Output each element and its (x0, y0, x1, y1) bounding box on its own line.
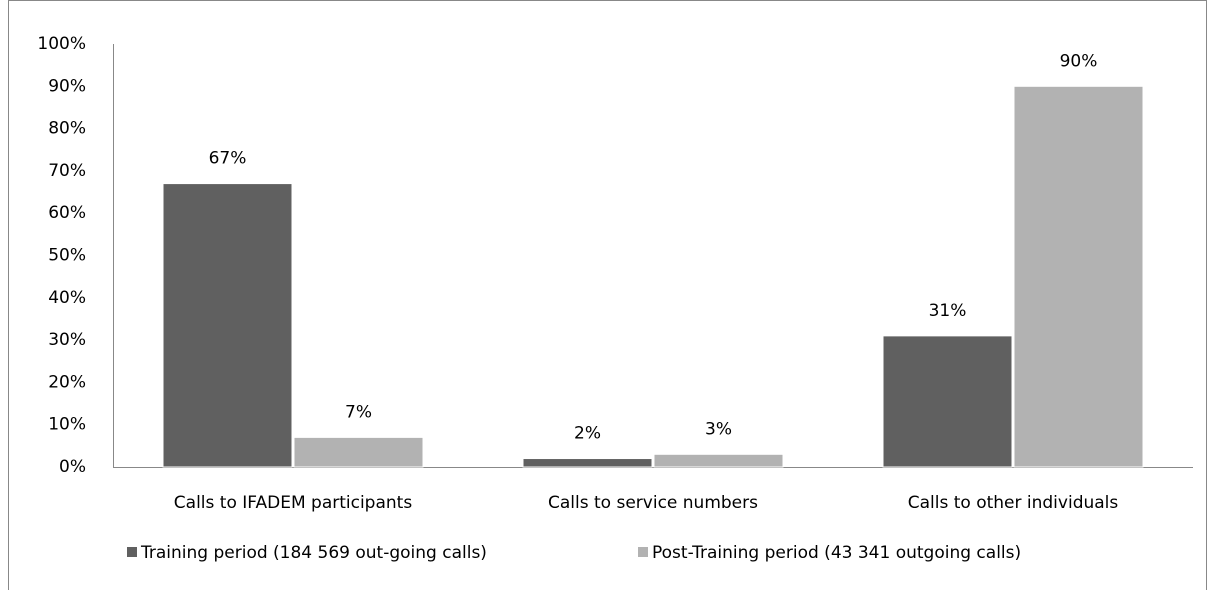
y-tick-label: 60% (48, 203, 86, 223)
data-label: 7% (345, 402, 372, 422)
bar (293, 436, 424, 468)
y-tick-label: 30% (48, 330, 86, 350)
y-tick-label: 100% (37, 34, 86, 54)
data-label: 90% (1060, 51, 1098, 71)
legend-swatch (638, 547, 648, 557)
bar (882, 335, 1013, 468)
y-tick-label: 40% (48, 288, 86, 308)
y-tick-label: 90% (48, 76, 86, 96)
bar (653, 453, 784, 468)
y-tick-label: 10% (48, 415, 86, 435)
y-tick-label: 20% (48, 372, 86, 392)
x-tick-label: Calls to service numbers (548, 493, 758, 513)
legend-label: Training period (184 569 out-going calls… (140, 543, 487, 563)
x-tick-label: Calls to IFADEM participants (174, 493, 413, 513)
x-tick-label: Calls to other individuals (908, 493, 1119, 513)
bar (162, 183, 293, 468)
data-label: 31% (929, 301, 967, 321)
data-label: 2% (574, 424, 601, 444)
y-tick-label: 50% (48, 246, 86, 266)
legend-label: Post-Training period (43 341 outgoing ca… (652, 543, 1021, 563)
y-tick-label: 70% (48, 161, 86, 181)
y-tick-label: 0% (59, 457, 86, 477)
data-label: 3% (705, 419, 732, 439)
bar (522, 458, 653, 468)
bar (1013, 85, 1144, 468)
legend-swatch (127, 547, 137, 557)
data-label: 67% (209, 149, 247, 169)
y-tick-label: 80% (48, 119, 86, 139)
